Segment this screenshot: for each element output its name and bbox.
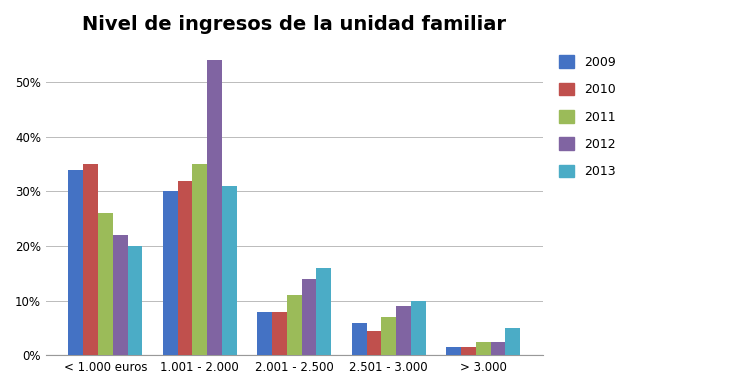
Bar	[83, 164, 98, 356]
Bar	[366, 331, 381, 356]
Bar	[317, 268, 332, 356]
Bar	[396, 306, 411, 356]
Bar	[446, 347, 461, 356]
Bar	[98, 213, 112, 356]
Title: Nivel de ingresos de la unidad familiar: Nivel de ingresos de la unidad familiar	[82, 15, 506, 34]
Bar	[127, 246, 142, 356]
Bar	[163, 191, 178, 356]
Bar	[68, 170, 83, 356]
Legend: 2009, 2010, 2011, 2012, 2013: 2009, 2010, 2011, 2012, 2013	[554, 50, 621, 183]
Bar	[352, 322, 366, 356]
Bar	[287, 295, 302, 356]
Bar	[207, 60, 222, 356]
Bar	[461, 347, 476, 356]
Bar	[381, 317, 396, 356]
Bar	[302, 279, 317, 356]
Bar	[476, 342, 491, 356]
Bar	[222, 186, 237, 356]
Bar	[411, 301, 426, 356]
Bar	[505, 328, 520, 356]
Bar	[178, 180, 192, 356]
Bar	[491, 342, 505, 356]
Bar	[258, 312, 272, 356]
Bar	[192, 164, 207, 356]
Bar	[272, 312, 287, 356]
Bar	[112, 235, 127, 356]
